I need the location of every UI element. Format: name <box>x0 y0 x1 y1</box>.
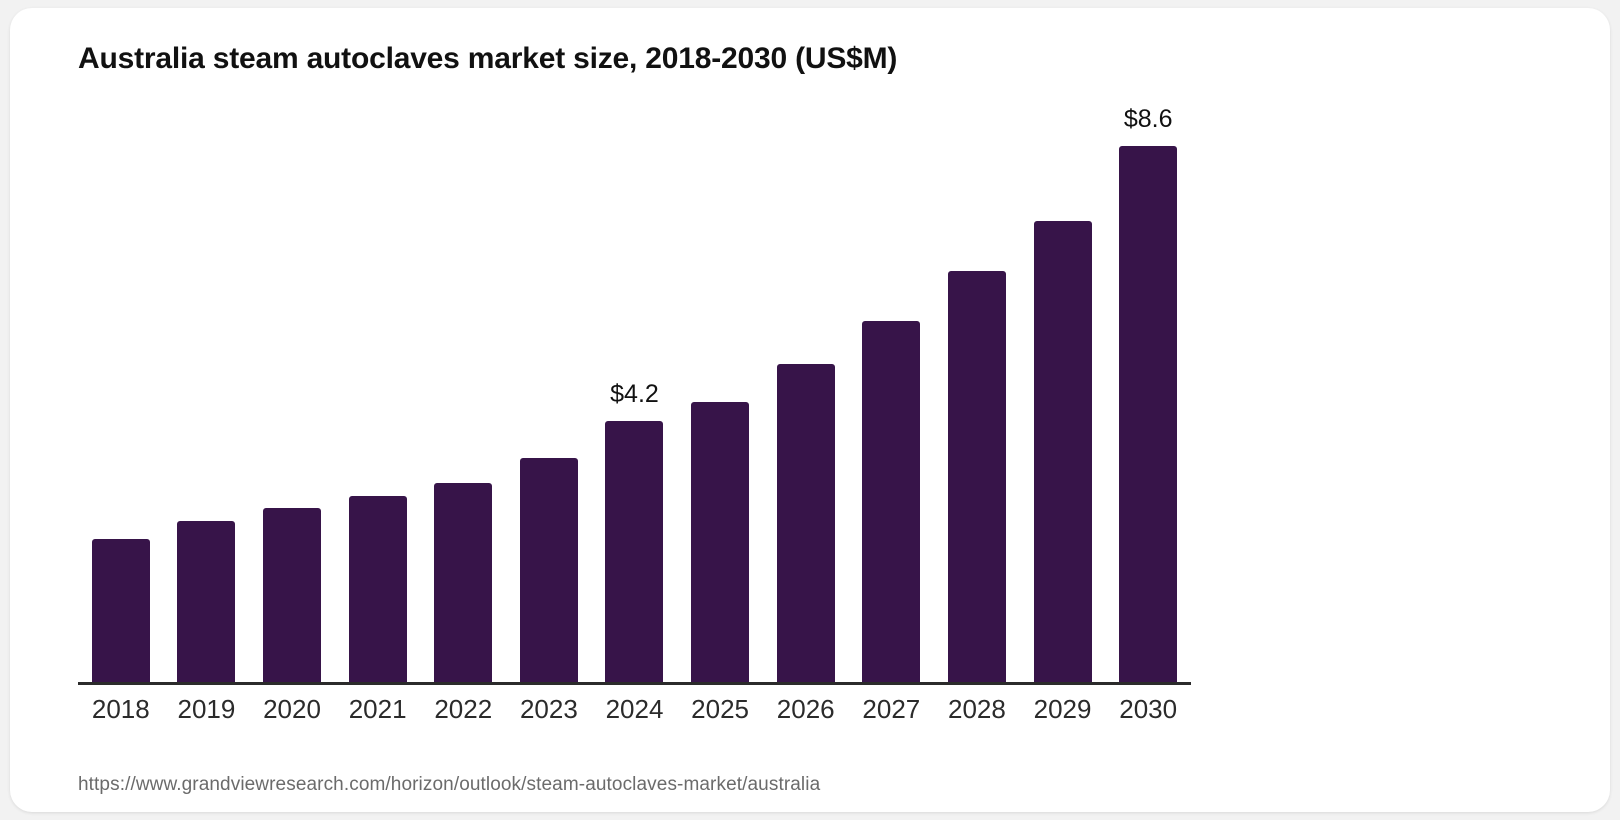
bar-slot <box>1020 108 1106 683</box>
bar-slot <box>849 108 935 683</box>
x-tick-2024: 2024 <box>605 694 664 724</box>
bar-slot: $4.2 <box>592 108 678 683</box>
bar-value-label-2024: $4.2 <box>610 379 659 408</box>
bar-2029[interactable] <box>1033 220 1092 683</box>
bar-2028[interactable] <box>947 270 1006 683</box>
bar-series: $4.2 $8.6 <box>78 104 1191 683</box>
x-tick-2018: 2018 <box>91 694 150 724</box>
source-url[interactable]: https://www.grandviewresearch.com/horizo… <box>78 774 821 795</box>
x-tick-2019: 2019 <box>177 694 236 724</box>
x-tick-2020: 2020 <box>263 694 321 724</box>
bar-slot <box>934 108 1020 683</box>
bar-2023[interactable] <box>519 458 578 683</box>
bar-slot <box>763 108 849 683</box>
bar-2021[interactable] <box>348 495 407 683</box>
bar-value-label-2030: $8.6 <box>1123 104 1173 133</box>
bar-slot <box>506 108 592 683</box>
x-tick-2023: 2023 <box>519 694 578 724</box>
x-tick-2027: 2027 <box>862 694 921 724</box>
x-tick-2030: 2030 <box>1119 694 1178 724</box>
bar-slot <box>677 108 763 683</box>
x-tick-2026: 2026 <box>776 694 835 724</box>
bar-2025[interactable] <box>691 401 750 683</box>
bar-slot <box>249 108 335 683</box>
bar-slot <box>78 108 164 683</box>
bar-2030[interactable] <box>1119 145 1178 683</box>
bar-slot: $8.6 <box>1105 104 1191 683</box>
bar-2027[interactable] <box>862 320 921 683</box>
bar-slot <box>164 108 250 683</box>
bar-2020[interactable] <box>263 508 322 683</box>
x-axis-tick-labels: 2018 2019 2020 2021 2022 2023 2024 2025 2026 2027… <box>78 694 1191 734</box>
x-tick-2029: 2029 <box>1033 694 1092 724</box>
x-axis-line <box>78 682 1191 685</box>
bar-2019[interactable] <box>177 520 236 683</box>
bar-slot <box>335 108 421 683</box>
chart-card: Australia steam autoclaves market size, … <box>10 8 1610 812</box>
bar-2024[interactable] <box>605 420 664 683</box>
x-tick-2022: 2022 <box>434 694 493 724</box>
chart-title: Australia steam autoclaves market size, … <box>78 42 898 75</box>
bar-slot <box>420 108 506 683</box>
x-tick-2025: 2025 <box>691 694 750 724</box>
bar-2018[interactable] <box>91 539 150 683</box>
x-tick-2021: 2021 <box>348 694 407 724</box>
bar-2026[interactable] <box>776 364 835 683</box>
x-tick-2028: 2028 <box>948 694 1006 724</box>
bar-2022[interactable] <box>434 483 493 683</box>
